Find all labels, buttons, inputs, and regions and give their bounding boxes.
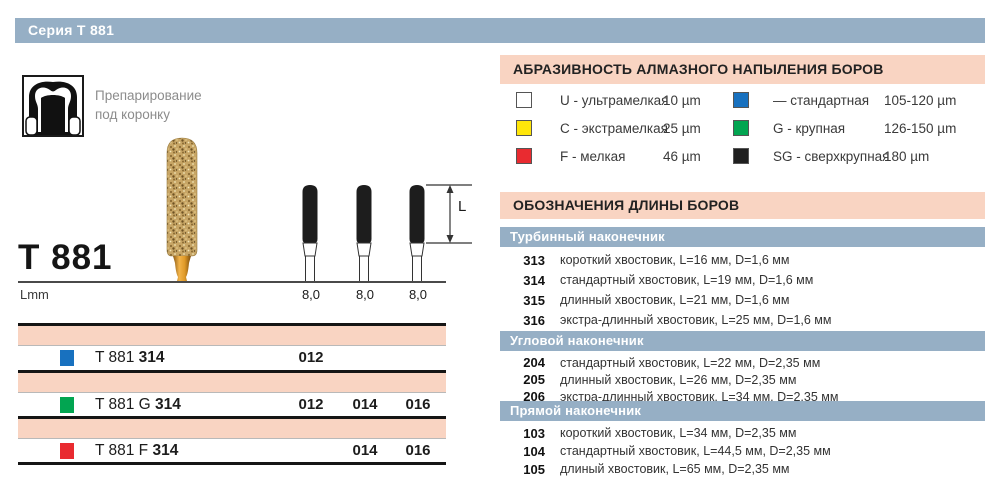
grit-color-swatch bbox=[60, 443, 74, 459]
grit-color-swatch bbox=[60, 397, 74, 413]
product-name: T 881 314 bbox=[95, 349, 165, 366]
length-row: 314 стандартный хвостовик, L=19 мм, D=1,… bbox=[500, 270, 985, 290]
abrasiveness-header: АБРАЗИВНОСТЬ АЛМАЗНОГО НАПЫЛЕНИЯ БОРОВ bbox=[500, 55, 985, 84]
legend-value: 46 µm bbox=[663, 149, 701, 164]
shank-desc: короткий хвостовик, L=16 мм, D=1,6 мм bbox=[560, 253, 790, 267]
length-dimension-arrow bbox=[426, 184, 472, 244]
product-name: T 881 G 314 bbox=[95, 396, 181, 413]
shank-code: 314 bbox=[523, 272, 545, 288]
shank-length-value: 8,0 bbox=[301, 287, 321, 302]
legend-value: 25 µm bbox=[663, 121, 701, 136]
bur-size-glyph-3 bbox=[409, 185, 425, 282]
grit-color-swatch bbox=[60, 350, 74, 366]
length-row: 315 длинный хвостовик, L=21 мм, D=1,6 мм bbox=[500, 290, 985, 310]
tooth-icon bbox=[22, 75, 84, 137]
length-row: 103 короткий хвостовик, L=34 мм, D=2,35 … bbox=[500, 424, 985, 442]
length-row: 104 стандартный хвостовик, L=44,5 мм, D=… bbox=[500, 442, 985, 460]
shank-length-value: 8,0 bbox=[408, 287, 428, 302]
product-group: T 881 314 012 bbox=[18, 323, 446, 370]
product-name: T 881 F 314 bbox=[95, 442, 179, 459]
product-group: T 881 F 314 014 016 bbox=[18, 416, 446, 463]
legend-label: U - ультрамелкая bbox=[560, 93, 669, 108]
color-swatch bbox=[733, 92, 749, 108]
table-row: T 881 314 012 bbox=[18, 346, 446, 370]
section-header: Угловой наконечник bbox=[500, 331, 985, 351]
shank-code: 105 bbox=[523, 461, 545, 477]
section-straight: Прямой наконечник 103 короткий хвостовик… bbox=[500, 401, 985, 478]
shank-code: 316 bbox=[523, 312, 545, 328]
shank-desc: стандартный хвостовик, L=44,5 мм, D=2,35… bbox=[560, 444, 831, 458]
legend-label: — стандартная bbox=[773, 93, 870, 108]
section-turbine: Турбинный наконечник 313 короткий хвосто… bbox=[500, 227, 985, 330]
series-header-bar: Серия Т 881 bbox=[15, 18, 985, 43]
shank-desc: стандартный хвостовик, L=19 мм, D=1,6 мм bbox=[560, 273, 814, 287]
series-title: Серия Т 881 bbox=[28, 22, 115, 38]
legend-label: G - крупная bbox=[773, 121, 846, 136]
shank-desc: стандартный хвостовик, L=22 мм, D=2,35 м… bbox=[560, 355, 821, 370]
table-bottom-rule bbox=[18, 462, 446, 465]
length-row: 313 короткий хвостовик, L=16 мм, D=1,6 м… bbox=[500, 250, 985, 270]
color-swatch bbox=[516, 92, 532, 108]
product-group: T 881 G 314 012 014 016 bbox=[18, 370, 446, 417]
lmm-label: Lmm bbox=[20, 287, 49, 302]
shank-code: 204 bbox=[523, 355, 545, 370]
legend-value: 105-120 µm bbox=[884, 93, 957, 108]
bur-size-glyph-2 bbox=[356, 185, 372, 282]
shank-code: 315 bbox=[523, 292, 545, 308]
size-value: 012 bbox=[298, 396, 324, 413]
tooth-crown-icon bbox=[25, 81, 81, 135]
shank-desc: длиный хвостовик, L=65 мм, D=2,35 мм bbox=[560, 462, 790, 476]
legend-value: 180 µm bbox=[884, 149, 930, 164]
length-row: 105 длиный хвостовик, L=65 мм, D=2,35 мм bbox=[500, 460, 985, 478]
length-dimension-label: L bbox=[458, 198, 467, 215]
shank-code: 104 bbox=[523, 443, 545, 459]
color-swatch bbox=[516, 120, 532, 136]
shank-code: 205 bbox=[523, 372, 545, 387]
table-row: T 881 G 314 012 014 016 bbox=[18, 393, 446, 417]
shank-code: 103 bbox=[523, 425, 545, 441]
lengths-header: ОБОЗНАЧЕНИЯ ДЛИНЫ БОРОВ bbox=[500, 192, 985, 219]
shank-desc: длинный хвостовик, L=26 мм, D=2,35 мм bbox=[560, 372, 797, 387]
size-value: 014 bbox=[352, 442, 378, 459]
legend-label: C - экстрамелкая bbox=[560, 121, 668, 136]
baseline-rule bbox=[18, 281, 446, 283]
color-swatch bbox=[516, 148, 532, 164]
group-band bbox=[18, 419, 446, 439]
size-value: 016 bbox=[405, 442, 431, 459]
group-band bbox=[18, 373, 446, 393]
length-row: 205 длинный хвостовик, L=26 мм, D=2,35 м… bbox=[500, 371, 985, 388]
shank-code: 206 bbox=[523, 389, 545, 404]
group-band bbox=[18, 326, 446, 346]
shank-desc: короткий хвостовик, L=34 мм, D=2,35 мм bbox=[560, 426, 797, 440]
length-row: 206 экстра-длинный хвостовик, L=34 мм, D… bbox=[500, 388, 985, 405]
section-header: Турбинный наконечник bbox=[500, 227, 985, 247]
color-swatch bbox=[733, 120, 749, 136]
section-contra-angle: Угловой наконечник 204 стандартный хвост… bbox=[500, 331, 985, 405]
application-label: Препарирование под коронку bbox=[95, 88, 202, 122]
legend-label: F - мелкая bbox=[560, 149, 626, 164]
length-row: 316 экстра-длинный хвостовик, L=25 мм, D… bbox=[500, 310, 985, 330]
size-value: 016 bbox=[405, 396, 431, 413]
table-row: T 881 F 314 014 016 bbox=[18, 439, 446, 463]
legend-value: 126-150 µm bbox=[884, 121, 957, 136]
shank-desc: экстра-длинный хвостовик, L=25 мм, D=1,6… bbox=[560, 313, 832, 327]
shank-desc: экстра-длинный хвостовик, L=34 мм, D=2,3… bbox=[560, 389, 839, 404]
shank-code: 313 bbox=[523, 252, 545, 268]
color-swatch bbox=[733, 148, 749, 164]
size-value: 012 bbox=[298, 349, 324, 366]
legend-label: SG - сверхкрупная bbox=[773, 149, 890, 164]
legend-value: 10 µm bbox=[663, 93, 701, 108]
size-value: 014 bbox=[352, 396, 378, 413]
shank-length-value: 8,0 bbox=[355, 287, 375, 302]
length-row: 204 стандартный хвостовик, L=22 мм, D=2,… bbox=[500, 354, 985, 371]
shank-desc: длинный хвостовик, L=21 мм, D=1,6 мм bbox=[560, 293, 790, 307]
section-header: Прямой наконечник bbox=[500, 401, 985, 421]
diamond-bur-illustration bbox=[166, 137, 198, 281]
bur-size-glyph-1 bbox=[302, 185, 318, 282]
model-title: T 881 bbox=[18, 238, 113, 277]
